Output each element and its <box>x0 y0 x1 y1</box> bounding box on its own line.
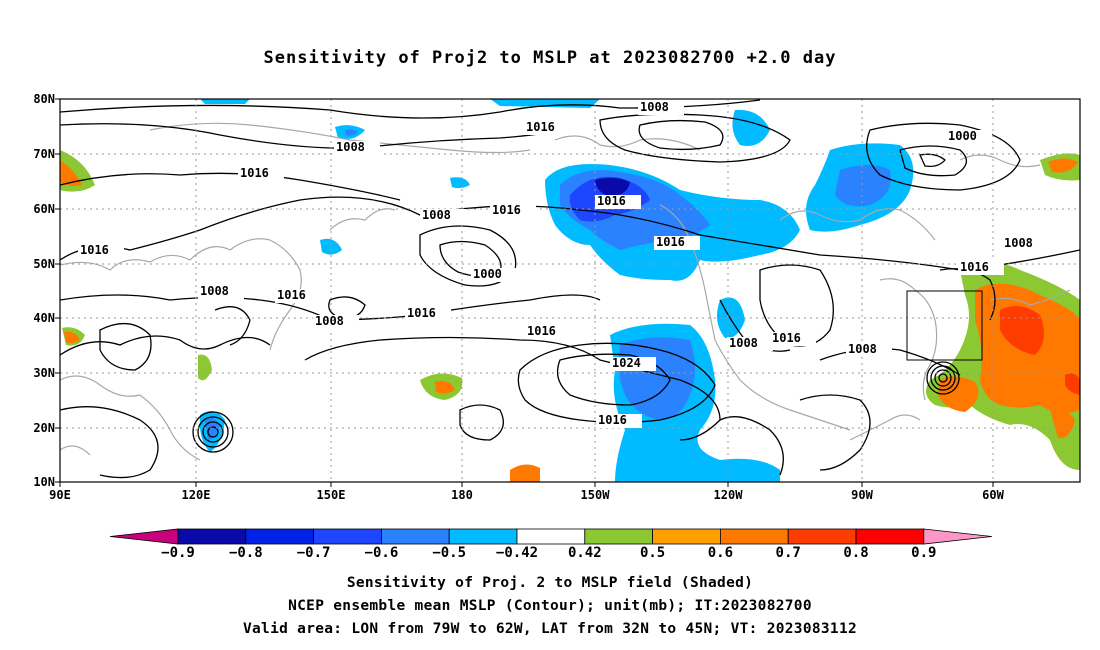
lat-label: 30N <box>33 366 55 380</box>
negative-region <box>320 238 342 255</box>
colorbar-cell <box>380 528 450 545</box>
colorbar-tick-label: −0.8 <box>228 545 263 561</box>
valid-area-box <box>906 290 983 361</box>
positive-region <box>435 381 455 394</box>
colorbar-cell <box>313 528 382 545</box>
lon-label: 150W <box>580 488 610 502</box>
contour-label-1008: 1008 <box>1004 236 1033 250</box>
colorbar-cell <box>855 528 925 545</box>
contour-label-1008: 1008 <box>848 342 877 356</box>
contour-label-1016: 1016 <box>240 166 269 180</box>
colorbar-tick-label: 0.8 <box>843 545 869 561</box>
colorbar-tick-label: −0.42 <box>495 545 539 561</box>
colorbar-cell <box>245 528 315 545</box>
negative-region <box>732 109 770 146</box>
contour-label-backgrounds <box>78 101 1048 428</box>
contour-label-1008: 1008 <box>640 100 669 114</box>
contour-label-1016: 1016 <box>960 260 989 274</box>
colorbar-tick-label: 0.5 <box>639 545 666 561</box>
colorbar-end-low <box>109 528 179 545</box>
colorbar-tick-label: 0.7 <box>775 545 801 561</box>
lat-label: 80N <box>33 92 55 106</box>
colorbar-tick-label: 0.9 <box>911 545 937 561</box>
contour-label-1016: 1016 <box>526 120 555 134</box>
colorbar-tick-label: −0.6 <box>364 545 399 561</box>
caption-contour: NCEP ensemble mean MSLP (Contour); unit(… <box>288 598 812 614</box>
colorbar-end-high <box>923 528 992 545</box>
colorbar-cell <box>652 528 721 545</box>
colorbar-cell <box>720 528 789 545</box>
negative-region <box>200 99 250 104</box>
contour-label-1008: 1008 <box>315 314 344 328</box>
axis-ticks <box>55 98 994 487</box>
positive-region <box>64 331 80 344</box>
contour-label-1008: 1008 <box>422 208 451 222</box>
positive-region <box>938 376 979 412</box>
colorbar-tick-label: −0.5 <box>432 545 467 561</box>
colorbar-cell <box>516 528 586 545</box>
caption-valid-area: Valid area: LON from 79W to 62W, LAT fro… <box>242 621 858 637</box>
graticule <box>60 99 1080 482</box>
colorbar-cells <box>109 528 992 545</box>
negative-region <box>345 129 358 136</box>
contour-label-1024: 1024 <box>612 356 641 370</box>
lon-label: 150E <box>316 488 346 502</box>
colorbar-tick-label: −0.7 <box>296 545 331 561</box>
colorbar-tick-label: 0.42 <box>567 545 602 561</box>
lon-label: 60W <box>982 488 1004 502</box>
colorbar-tick-label: 0.6 <box>707 545 734 561</box>
mslp-contours <box>60 99 1080 479</box>
lon-label: 120W <box>713 488 743 502</box>
lat-label: 50N <box>33 257 55 271</box>
contour-label-1016: 1016 <box>772 331 801 345</box>
colorbar-cell <box>448 528 518 545</box>
lat-label: 10N <box>33 475 55 489</box>
colorbar-cell <box>177 528 247 545</box>
contour-label-1000: 1000 <box>473 267 502 281</box>
positive-region <box>198 354 212 381</box>
contour-label-1016: 1016 <box>492 203 521 217</box>
lat-label: 20N <box>33 421 55 435</box>
contour-label-1008: 1008 <box>729 336 758 350</box>
contour-label-1016: 1016 <box>407 306 436 320</box>
colorbar-cell <box>584 528 653 545</box>
negative-region <box>835 165 891 207</box>
contour-label-1016: 1016 <box>597 194 626 208</box>
map-title: Sensitivity of Proj2 to MSLP at 20230827… <box>263 48 837 68</box>
negative-region <box>595 177 630 197</box>
contour-label-1016: 1016 <box>598 413 627 427</box>
caption-shaded: Sensitivity of Proj. 2 to MSLP field (Sh… <box>346 575 754 591</box>
plot-frame <box>59 98 1081 483</box>
colorbar-tick-label: −0.9 <box>161 545 195 561</box>
coastlines <box>60 122 1071 461</box>
lon-label: 90E <box>49 488 71 502</box>
lon-label: 120E <box>181 488 211 502</box>
contour-label-1016: 1016 <box>277 288 306 302</box>
positive-region <box>1065 373 1080 395</box>
contour-label-1016: 1016 <box>656 235 685 249</box>
lon-label: 90W <box>851 488 873 502</box>
positive-region <box>60 160 82 186</box>
negative-region <box>490 99 600 108</box>
lat-label: 60N <box>33 202 55 216</box>
positive-region <box>1050 408 1075 439</box>
contour-label-1008: 1008 <box>336 140 365 154</box>
positive-region <box>1048 158 1078 173</box>
lat-label: 70N <box>33 147 55 161</box>
contour-label-1000: 1000 <box>948 129 977 143</box>
lon-label: 180 <box>451 488 473 502</box>
contour-label-1008: 1008 <box>200 284 229 298</box>
contour-label-1016: 1016 <box>527 324 556 338</box>
negative-region <box>450 177 470 189</box>
contour-label-1016: 1016 <box>80 243 109 257</box>
positive-region <box>510 464 540 482</box>
lat-label: 40N <box>33 311 55 325</box>
colorbar-cell <box>787 528 857 545</box>
